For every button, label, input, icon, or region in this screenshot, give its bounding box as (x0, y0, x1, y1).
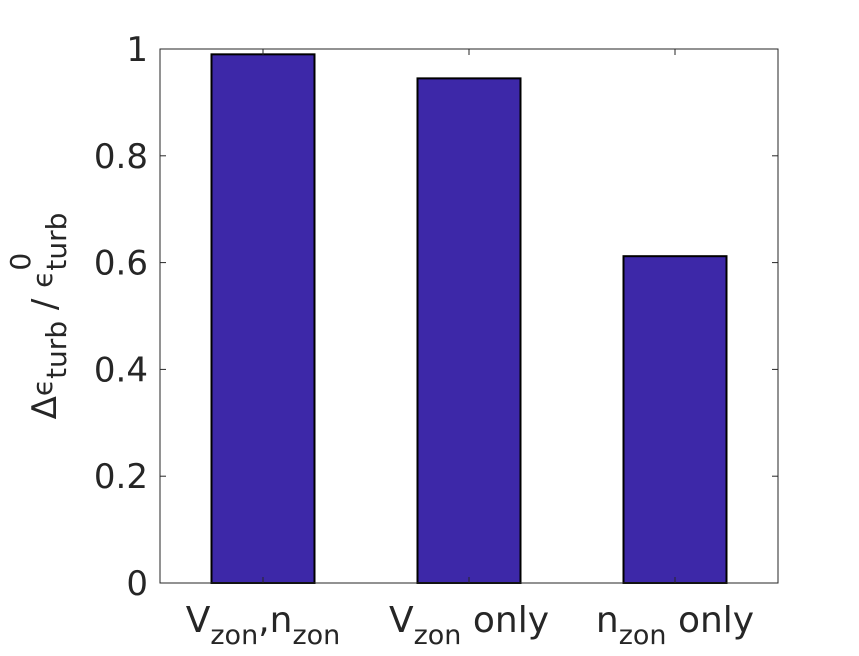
y-axis-label-group: Δϵturb / ϵ0 turb (4, 213, 73, 420)
ylabel-epsilon: ϵ (26, 271, 59, 288)
y-tick-label: 0.4 (94, 350, 148, 390)
category-text: only (667, 600, 755, 641)
y-tick-label: 0.2 (94, 457, 148, 497)
category-text: only (461, 600, 549, 641)
y-axis-label-text: Δϵturb / ϵ0 turb (4, 213, 73, 420)
category-text: V (186, 600, 211, 641)
bars (210, 53, 728, 585)
ylabel-delta: Δ (25, 396, 65, 419)
ylabel-epsilon: ϵ (26, 379, 59, 396)
y-tick-label: 1 (126, 30, 148, 70)
category-subscript: zon (292, 620, 340, 651)
axes-frame (159, 48, 779, 584)
category-text: ,n (258, 600, 292, 641)
ylabel-subscript: turb (40, 321, 73, 379)
x-category-label: Vzon,nzon (186, 600, 341, 651)
ylabel-subscript: turb (40, 213, 73, 271)
ylabel-slash: / (25, 288, 65, 321)
bar-2 (416, 77, 522, 585)
category-text: n (596, 600, 619, 641)
category-text: V (389, 600, 414, 641)
y-tick-label: 0.6 (94, 244, 148, 284)
category-subscript: zon (619, 620, 667, 651)
bar-3 (622, 255, 728, 584)
category-subscript: zon (414, 620, 462, 651)
ylabel-superscript: 0 (4, 253, 37, 271)
y-tick-label: 0.8 (94, 137, 148, 177)
x-category-label: nzon only (596, 600, 754, 651)
x-category-labels: Vzon,nzon Vzon only nzon only (186, 600, 754, 651)
y-tick-label: 0 (126, 564, 148, 604)
y-ticks: 0 0.2 0.4 0.6 0.8 1 (94, 30, 778, 604)
bar-1 (210, 53, 316, 584)
x-category-label: Vzon only (389, 600, 549, 651)
category-subscript: zon (210, 620, 258, 651)
y-axis-label: Δϵturb / ϵ0 turb (4, 213, 73, 420)
